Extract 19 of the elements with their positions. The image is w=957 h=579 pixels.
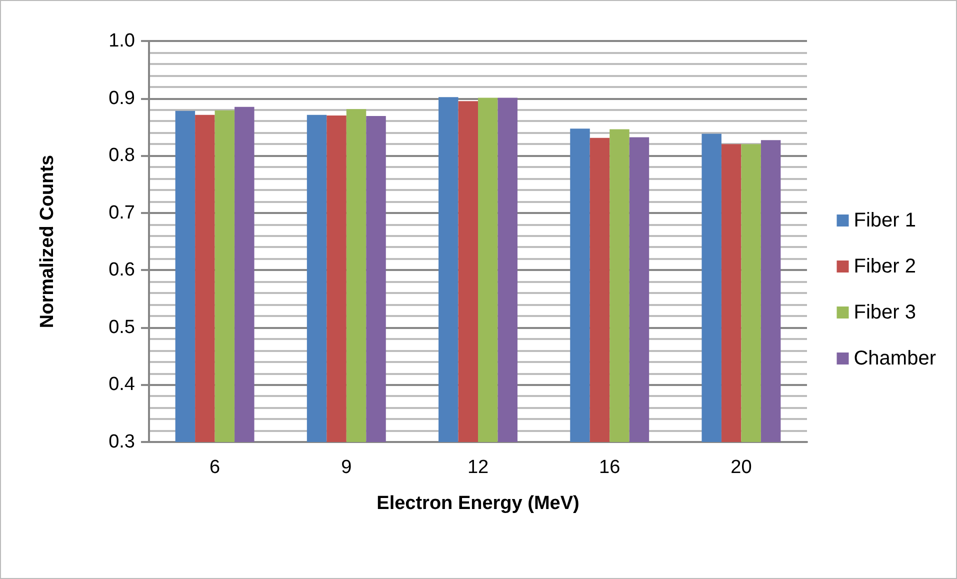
x-tick-label: 16: [599, 457, 620, 478]
legend-label: Fiber 2: [854, 256, 916, 278]
x-tick-label: 6: [210, 457, 220, 478]
x-tick-label: 12: [467, 457, 489, 478]
legend-label: Chamber: [854, 348, 936, 370]
y-tick-label: 0.9: [108, 88, 135, 109]
x-tick-label: 9: [341, 457, 352, 478]
y-tick-label: 0.8: [108, 145, 135, 166]
x-axis-title: Electron Energy (MeV): [376, 493, 580, 514]
y-tick-label: 0.4: [108, 374, 136, 396]
y-tick-label: 0.6: [108, 260, 135, 281]
legend-label: Fiber 1: [854, 210, 916, 232]
x-tick-label: 20: [730, 457, 752, 478]
y-tick-label: 0.7: [108, 202, 135, 224]
y-tick-label: 1.0: [108, 30, 135, 52]
y-tick-label: 0.3: [108, 432, 135, 452]
y-axis-title: Normalized Counts: [37, 154, 58, 328]
legend-label: Fiber 3: [854, 302, 916, 324]
y-tick-label: 0.5: [108, 316, 135, 338]
